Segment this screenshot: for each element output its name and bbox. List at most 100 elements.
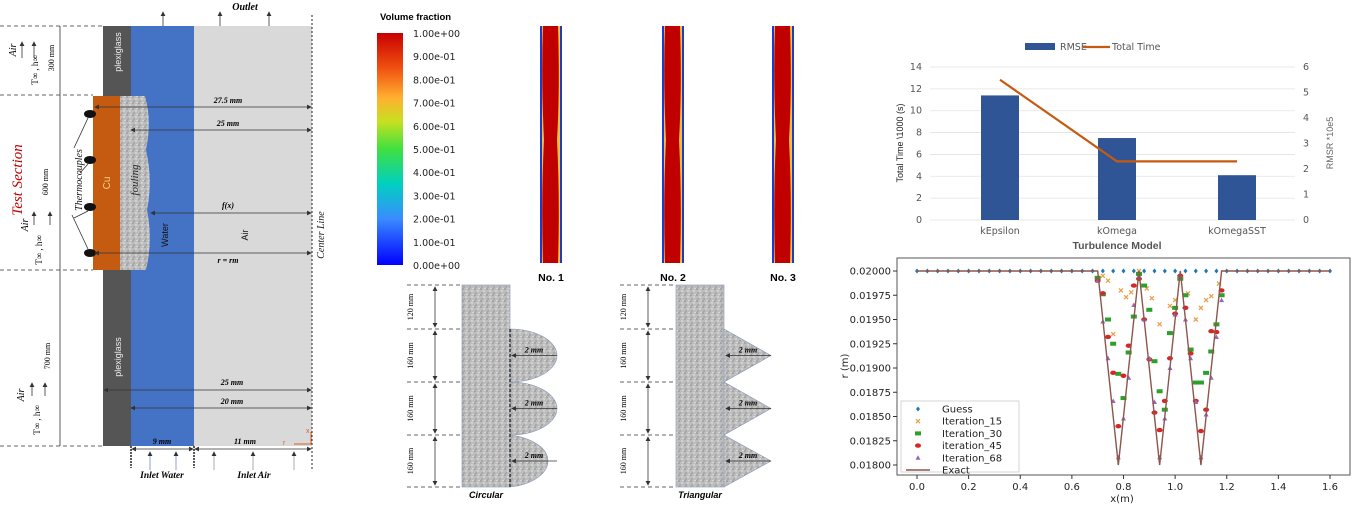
volume-fraction-panel: Volume fraction 1.00e+00 9.00e-01 8.00e-01…: [377, 12, 796, 284]
triangular-radius-label: 2 mm: [738, 399, 757, 408]
triangular-radius-label: 2 mm: [738, 451, 757, 460]
circular-radius-label: 2 mm: [524, 451, 543, 460]
data-point: [1182, 293, 1189, 298]
case-label: No. 1: [538, 272, 564, 284]
water-label: Water: [160, 223, 170, 247]
center-line-label: Center Line: [316, 211, 327, 259]
x-tick-label: 0.6: [1064, 482, 1080, 493]
legend-label: Iteration_15: [942, 417, 1002, 428]
colorbar: [377, 33, 403, 265]
triangular-height-label: 160 mm: [619, 342, 628, 369]
length-700-label: 700 mm: [43, 342, 52, 369]
data-point: [1110, 341, 1117, 346]
series-iteration_15: [1100, 268, 1222, 337]
data-point: [1208, 328, 1215, 334]
bar-kOmegaSST: [1218, 175, 1256, 220]
y-right-tick-label: 1: [1303, 190, 1309, 201]
data-point: [1130, 283, 1137, 288]
data-point: [1131, 268, 1136, 274]
plexiglass-label-bottom: plexiglass: [113, 337, 123, 377]
data-point: [1156, 389, 1163, 394]
data-point: [1105, 334, 1112, 340]
triangular-label: Triangular: [678, 490, 722, 500]
data-point: [1149, 295, 1155, 301]
data-point: [1177, 276, 1184, 281]
dim-fx: f(x): [222, 201, 234, 210]
data-point: [1146, 307, 1153, 312]
inlet-water-label: Inlet Water: [139, 471, 184, 481]
circular-height-label: 160 mm: [406, 395, 415, 422]
y-tick-label: 0.01850: [850, 412, 891, 423]
data-point: [1125, 343, 1132, 348]
copper-section: [93, 96, 120, 270]
legend-box: [900, 400, 1020, 473]
data-point: [1094, 275, 1101, 280]
thermocouples-label: Thermocouples: [74, 149, 85, 211]
exact-line: [917, 270, 1330, 466]
contour-liquid-core: [664, 26, 681, 263]
data-point: [1115, 371, 1122, 376]
data-point: [1141, 283, 1148, 288]
data-point: [1100, 273, 1106, 279]
dim-25mm-top: 25 mm: [216, 119, 239, 128]
cu-label: Cu: [102, 177, 113, 190]
colorbar-tick-label: 2.00e-01: [413, 215, 456, 226]
y-right-tick-label: 2: [1303, 164, 1309, 175]
x-tick-label: kOmega: [1097, 226, 1137, 237]
case-label: No. 3: [770, 272, 796, 284]
data-point: [1100, 268, 1105, 274]
data-point: [1162, 268, 1167, 274]
triangular-height-label: 120 mm: [619, 293, 628, 320]
y-tick-label: 10: [910, 106, 922, 117]
legend-label: Iteration_30: [942, 429, 1002, 440]
legend-swatch: [915, 431, 921, 436]
x-tick-label: 1.0: [1167, 482, 1183, 493]
y-tick-label: 0.01950: [850, 315, 891, 326]
x-tick-label: 1.4: [1270, 482, 1286, 493]
data-point: [1099, 291, 1106, 296]
y-tick-label: 14: [910, 62, 922, 73]
legend-label: iteration_45: [942, 441, 1002, 452]
data-point: [1105, 317, 1112, 322]
y-axis-title: Total Time \1000 (s): [895, 103, 905, 182]
y-right-axis-title: RMSR *10e5: [1325, 117, 1335, 170]
x-tick-label: 1.6: [1322, 482, 1338, 493]
data-point: [1166, 331, 1173, 336]
legend-swatch: [915, 418, 921, 424]
colorbar-tick-label: 1.00e-01: [413, 238, 456, 249]
data-point: [1105, 278, 1111, 284]
data-point: [1156, 427, 1163, 433]
data-point: [1214, 268, 1219, 274]
fouling-label: fouling: [129, 164, 141, 196]
contour-liquid-core: [542, 26, 559, 263]
ambient-label-mid: T∞ , h∞: [34, 235, 44, 265]
data-point: [1152, 268, 1157, 274]
dim-11mm: 11 mm: [234, 437, 256, 446]
circular-fouling-base: [461, 284, 511, 488]
triangular-radius-label: 2 mm: [738, 346, 757, 355]
data-point: [1218, 293, 1225, 298]
radius-iteration-chart: 0.01800 0.01825 0.01850 0.01875 0.01900 0.019…: [840, 257, 1351, 505]
y-axis-title: r (m): [840, 353, 851, 378]
y-tick-label: 12: [910, 84, 922, 95]
y-tick-label: 0.01975: [850, 291, 891, 302]
data-point: [1203, 370, 1210, 375]
bar-kOmega: [1098, 138, 1136, 220]
colorbar-tick-label: 8.00e-01: [413, 75, 456, 86]
x-axis-title: x(m): [1110, 494, 1134, 505]
data-point: [1118, 287, 1124, 293]
volume-fraction-contours: No. 1 No. 2 No. 3: [538, 26, 796, 284]
air-label-mid: Air: [20, 219, 31, 233]
dim-25mm-bottom: 25 mm: [220, 378, 243, 387]
colorbar-tick-label: 6.00e-01: [413, 122, 456, 133]
data-point: [1151, 359, 1158, 364]
data-point: [1198, 305, 1204, 311]
colorbar-tick-label: 3.00e-01: [413, 191, 456, 202]
triangular-fouling-base: [675, 284, 725, 488]
data-point: [1197, 428, 1204, 434]
bar-kEpsilon: [981, 95, 1019, 220]
y-tick-label: 8: [916, 128, 922, 139]
data-point: [1172, 305, 1179, 310]
x-axis-title: Turbulence Model: [1072, 240, 1161, 252]
